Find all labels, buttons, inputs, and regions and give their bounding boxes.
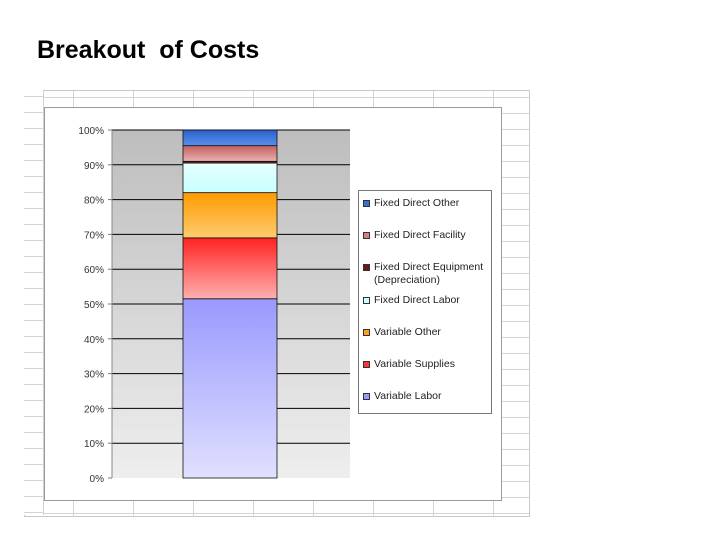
- y-tick-label: 40%: [84, 335, 104, 346]
- y-tick-label: 0%: [90, 474, 105, 485]
- legend-label: Variable Labor: [374, 390, 442, 402]
- bar-segment-variable-supplies: [182, 237, 278, 300]
- legend-swatch: [363, 232, 370, 239]
- slide-title: Breakout of Costs: [37, 36, 260, 64]
- y-tick-label: 80%: [84, 196, 104, 207]
- y-tick-label: 70%: [84, 230, 104, 241]
- y-tick-label: 50%: [84, 300, 104, 311]
- y-tick-label: 20%: [84, 404, 104, 415]
- legend-label: Fixed Direct Facility: [374, 229, 466, 241]
- legend-swatch: [363, 297, 370, 304]
- y-tick-label: 60%: [84, 265, 104, 276]
- legend-label: Fixed Direct Equipment (Depreciation): [374, 261, 484, 286]
- chart-legend[interactable]: Fixed Direct Other Fixed Direct Facility…: [358, 190, 492, 414]
- legend-label: Variable Supplies: [374, 358, 455, 370]
- bar-segment-fixed-direct-facility: [182, 145, 278, 162]
- legend-swatch: [363, 393, 370, 400]
- legend-swatch: [363, 329, 370, 336]
- y-tick-label: 30%: [84, 370, 104, 381]
- spreadsheet-row-header-strip: [24, 90, 44, 515]
- y-tick-label: 10%: [84, 439, 104, 450]
- bar-segment-fixed-direct-other: [182, 129, 278, 147]
- legend-label: Fixed Direct Labor: [374, 294, 460, 306]
- legend-label: Fixed Direct Other: [374, 197, 460, 209]
- stacked-bar-chart: 0% 10% 20% 30% 40% 50% 60% 70% 80% 90% 100%: [78, 126, 350, 485]
- bar-segment-fixed-direct-labor: [182, 162, 278, 194]
- y-tick-label: 90%: [84, 161, 104, 172]
- legend-swatch: [363, 200, 370, 207]
- legend-swatch: [363, 361, 370, 368]
- bar-segment-variable-other: [182, 192, 278, 239]
- y-tick-label: 100%: [78, 126, 104, 137]
- legend-label: Variable Other: [374, 326, 441, 338]
- legend-swatch: [363, 264, 370, 271]
- bar-segment-variable-labor: [182, 298, 278, 479]
